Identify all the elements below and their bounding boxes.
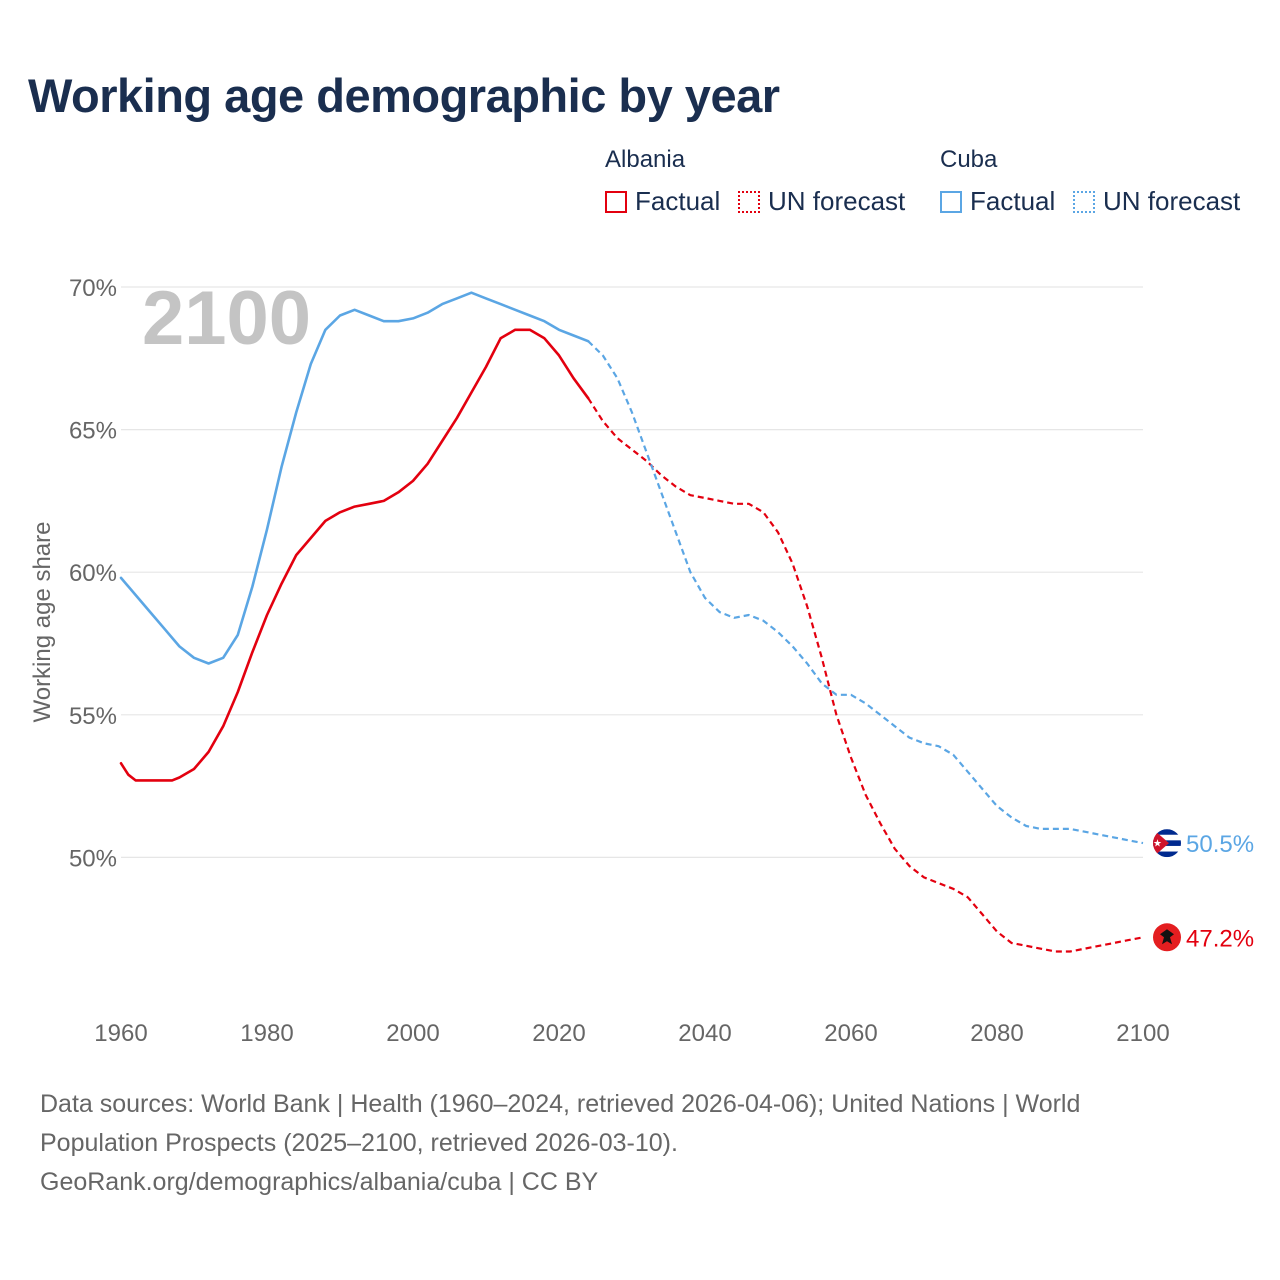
albania-factual-line[interactable] [119,328,590,782]
legend-cuba-factual[interactable]: Factual [940,186,1055,217]
legend-label-cuba-forecast: UN forecast [1103,186,1241,216]
legend-group-albania: Albania [605,146,686,173]
y-tick-label: 60% [69,560,117,587]
svg-text:★: ★ [1153,839,1162,850]
x-tick-label: 2000 [386,1020,439,1047]
x-axis-ticks: 1960 1980 2000 2020 2040 2060 2080 2100 [94,1020,1169,1047]
legend-group-cuba: Cuba [940,146,998,173]
cuba-forecast-line[interactable] [587,340,1144,845]
legend-swatch-cuba-factual [940,190,962,213]
cuba-end-value-label: 50.5% [1186,831,1254,858]
y-axis-label: Working age share [29,522,56,723]
series-endpoints: 47.2% ★ 50.5% [1153,829,1254,952]
legend-label-cuba-factual: Factual [970,186,1056,216]
chart-title: Working age demographic by year [28,69,780,122]
cuba-flag-icon: ★ [1153,829,1181,858]
cuba-factual-line[interactable] [119,291,590,665]
y-tick-label: 50% [69,845,117,872]
legend-albania-factual[interactable]: Factual [605,186,720,217]
legend-cuba-forecast[interactable]: UN forecast [1073,186,1240,217]
x-tick-label: 1980 [240,1020,293,1047]
legend-albania-forecast[interactable]: UN forecast [738,186,905,217]
albania-forecast-line[interactable] [587,397,1144,953]
legend-swatch-albania-factual [605,190,627,213]
y-axis-ticks: 50% 55% 60% 65% 70% [69,275,117,872]
series-lines [119,291,1144,953]
y-tick-label: 65% [69,418,117,445]
x-tick-label: 2100 [1116,1020,1169,1047]
y-tick-label: 70% [69,275,117,302]
x-tick-label: 2040 [678,1020,731,1047]
legend-label-albania-forecast: UN forecast [768,186,906,216]
albania-end-value-label: 47.2% [1186,925,1254,952]
grid-lines [121,286,1143,859]
line-chart: 2100 50% 55% 60% 65% 70% 1960 1980 2000 2020 204… [29,275,1254,1047]
albania-flag-icon [1153,923,1181,952]
x-tick-label: 2020 [532,1020,585,1047]
x-tick-label: 1960 [94,1020,147,1047]
x-tick-label: 2060 [824,1020,877,1047]
x-tick-label: 2080 [970,1020,1023,1047]
legend-label-albania-factual: Factual [635,186,721,216]
legend-swatch-albania-forecast [738,190,760,213]
data-sources: Data sources: World Bank | Health (1960–… [40,1085,1220,1202]
legend-swatch-cuba-forecast [1073,190,1095,213]
sources-line-2: Population Prospects (2025–2100, retriev… [40,1129,678,1157]
y-tick-label: 55% [69,703,117,730]
year-watermark: 2100 [142,276,311,361]
sources-line-3[interactable]: GeoRank.org/demographics/albania/cuba | … [40,1168,599,1196]
sources-line-1: Data sources: World Bank | Health (1960–… [40,1090,1081,1118]
